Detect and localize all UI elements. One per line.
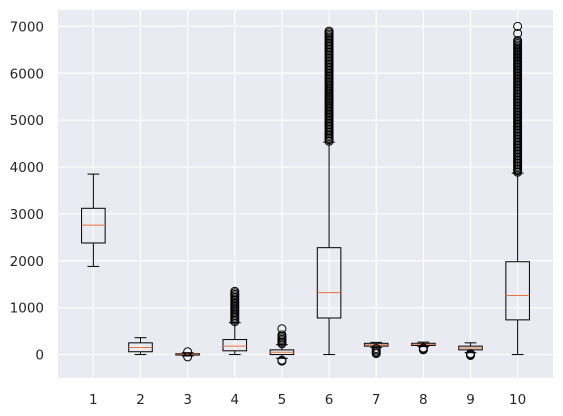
box-body <box>222 339 248 352</box>
x-tick-label: 7 <box>372 392 381 408</box>
outlier-point <box>277 330 287 340</box>
box-body <box>505 261 530 321</box>
box-10 <box>505 21 530 356</box>
plot-area <box>58 10 553 378</box>
outlier-point <box>466 350 475 360</box>
x-tick-label: 6 <box>325 392 334 408</box>
outlier-point <box>230 286 240 296</box>
box-7 <box>363 341 389 359</box>
x-tick-label: 1 <box>89 392 98 408</box>
box-2 <box>128 337 153 356</box>
box-3 <box>175 347 200 362</box>
outlier-point <box>183 347 193 357</box>
x-axis: 1 2 3 4 5 6 7 8 9 10 <box>89 392 526 408</box>
outlier-point <box>513 21 523 31</box>
y-tick-label: 4000 <box>10 160 44 176</box>
outlier-point <box>371 349 381 359</box>
x-tick-label: 3 <box>183 392 192 408</box>
y-tick-label: 7000 <box>10 19 44 35</box>
y-tick-label: 0 <box>35 348 44 364</box>
y-tick-label: 1000 <box>10 301 44 317</box>
box-9 <box>458 342 483 360</box>
y-tick-label: 6000 <box>10 66 44 82</box>
x-tick-label: 4 <box>230 392 239 408</box>
y-tick-label: 3000 <box>10 207 44 223</box>
y-tick-label: 5000 <box>10 113 44 129</box>
boxes <box>81 21 530 366</box>
outlier-point <box>183 352 193 362</box>
outlier-point <box>277 356 287 366</box>
box-5 <box>269 324 295 366</box>
box-1 <box>81 173 106 267</box>
x-tick-label: 2 <box>136 392 145 408</box>
box-4 <box>222 286 248 356</box>
outlier-point <box>513 28 523 38</box>
x-tick-label: 8 <box>419 392 428 408</box>
outlier-point <box>418 345 428 355</box>
box-8 <box>411 341 436 355</box>
y-tick-label: 2000 <box>10 254 44 270</box>
box-body <box>316 247 342 319</box>
box-6 <box>316 26 342 356</box>
y-axis: 0 1000 2000 3000 4000 5000 6000 7000 <box>10 19 44 363</box>
x-tick-label: 10 <box>509 392 526 408</box>
outlier-point <box>324 26 334 36</box>
outlier-point <box>277 324 287 334</box>
outlier-point <box>513 35 523 45</box>
x-tick-label: 5 <box>278 392 287 408</box>
x-tick-label: 9 <box>466 392 475 408</box>
